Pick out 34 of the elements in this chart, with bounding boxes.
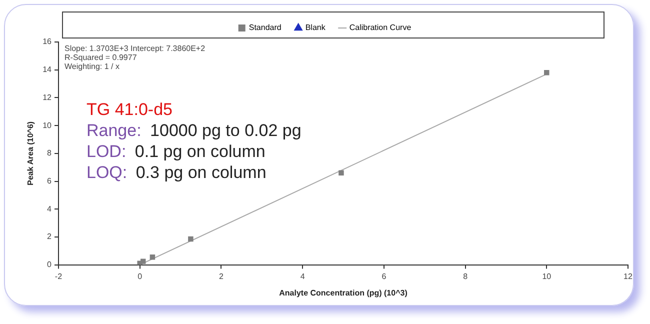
point [544, 70, 550, 76]
annotation: Slope: 1.3703E+3 Intercept: 7.3860E+2 [64, 44, 206, 54]
x-tick-label: 2 [218, 272, 224, 281]
y-axis-title: Peak Area (10^6) [26, 121, 36, 186]
x-tick-label: 8 [463, 272, 468, 281]
point [188, 236, 194, 242]
legend-label: Blank [305, 23, 326, 32]
x-tick-label: -2 [54, 272, 63, 281]
x-tick-label: 0 [138, 272, 143, 281]
annotation: Weighting: 1 / x [64, 62, 120, 72]
y-tick-label: 16 [42, 37, 52, 46]
x-tick-label: 10 [542, 272, 552, 281]
annotation: Range: 10000 pg to 0.02 pg [86, 121, 302, 140]
x-tick-label: 4 [300, 272, 306, 281]
legend-label: Standard [248, 23, 282, 32]
y-tick-label: 10 [42, 120, 52, 130]
y-tick-label: 8 [47, 148, 52, 158]
x-tick-label: 6 [382, 272, 387, 281]
x-axis-title: Analyte Concentration (pg) (10^3) [279, 288, 408, 298]
point [140, 258, 146, 264]
y-tick-label: 4 [47, 204, 52, 214]
x-tick-label: 12 [624, 272, 633, 281]
y-tick-label: 2 [47, 232, 52, 242]
legend-label: Calibration Curve [349, 23, 412, 32]
point [150, 254, 156, 260]
y-tick-label: 0 [47, 260, 52, 270]
annotation: R-Squared = 0.9977 [64, 53, 138, 62]
y-tick-label: 14 [42, 65, 52, 74]
annotation: TG 41:0-d5 [86, 100, 172, 120]
annotation: LOQ: 0.3 pg on column [86, 163, 266, 182]
y-tick-label: 6 [47, 176, 52, 186]
annotation: LOD: 0.1 pg on column [86, 142, 266, 162]
y-tick-label: 12 [42, 92, 52, 102]
point [338, 170, 344, 176]
